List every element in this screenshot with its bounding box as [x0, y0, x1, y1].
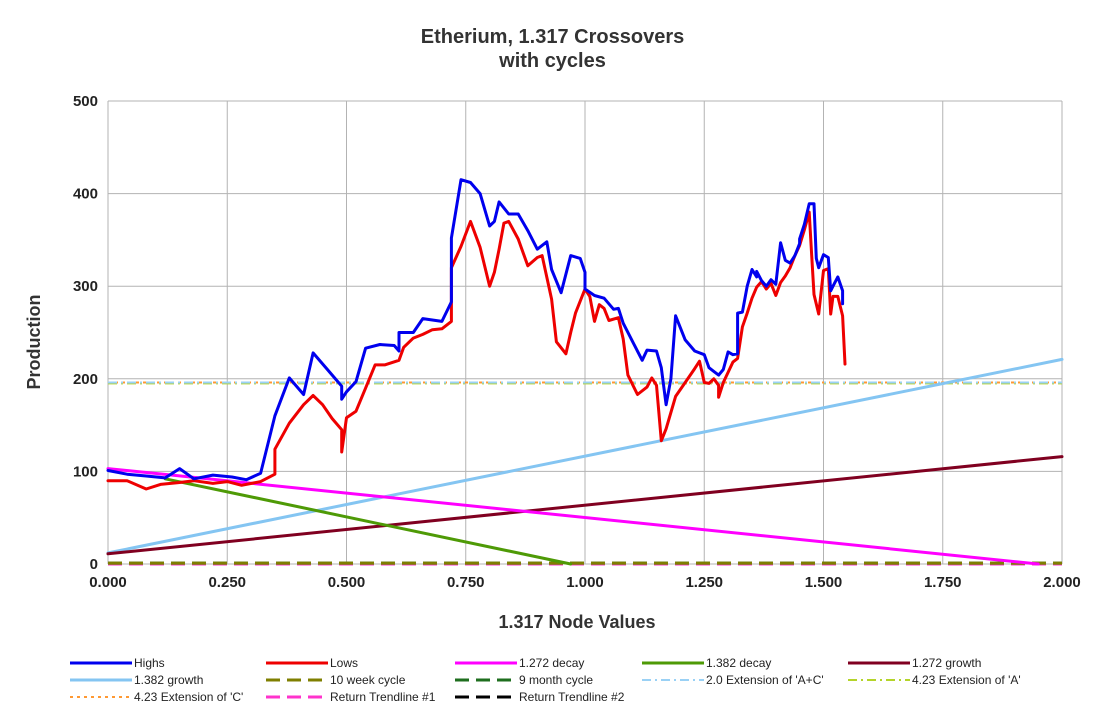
y-tick-label: 0: [90, 556, 98, 573]
legend-label: Return Trendline #1: [330, 690, 436, 704]
x-tick-label: 0.250: [208, 574, 246, 591]
axis-ticks: 0.000 0.250 0.500 0.750 1.000 1.250 1.500 1.750…: [73, 93, 1081, 591]
plot-grid: [107, 100, 1063, 565]
series-line-highs: [106, 178, 845, 482]
x-tick-label: 0.000: [89, 574, 127, 591]
series-line-lows: [106, 210, 847, 491]
y-tick-label: 100: [73, 463, 98, 480]
x-tick-label: 0.750: [447, 574, 485, 591]
x-tick-label: 1.750: [924, 574, 962, 591]
y-axis-title: Production: [24, 295, 44, 390]
y-tick-label: 400: [73, 186, 98, 203]
legend-label: 1.272 growth: [912, 656, 981, 670]
legend-label: 4.23 Extension of 'A': [912, 673, 1021, 687]
y-tick-label: 500: [73, 93, 98, 110]
legend-label: 1.382 growth: [134, 673, 203, 687]
legend-label: 1.382 decay: [706, 656, 771, 670]
x-tick-label: 1.500: [805, 574, 843, 591]
x-tick-label: 1.250: [685, 574, 723, 591]
x-tick-label: 1.000: [566, 574, 604, 591]
legend: Highs Lows 1.272 decay 1.382 decay 1.272 gro…: [70, 656, 1021, 704]
chart-title-line2: with cycles: [499, 50, 606, 72]
x-axis-title: 1.317 Node Values: [498, 612, 655, 632]
legend-label: Lows: [330, 656, 358, 670]
series-line-1-272-growth: [106, 455, 1064, 556]
series-layer: [106, 178, 1064, 566]
y-tick-label: 300: [73, 278, 98, 295]
legend-label: 2.0 Extension of 'A+C': [706, 673, 824, 687]
x-tick-label: 2.000: [1043, 574, 1081, 591]
legend-label: 4.23 Extension of 'C': [134, 690, 243, 704]
series-line-1-382-growth: [106, 357, 1064, 555]
chart-title-line1: Etherium, 1.317 Crossovers: [420, 26, 685, 48]
legend-label: Highs: [134, 656, 165, 670]
series-line-1-382-decay: [163, 477, 573, 566]
y-tick-label: 200: [73, 371, 98, 388]
legend-label: 1.272 decay: [519, 656, 584, 670]
x-tick-label: 0.500: [328, 574, 366, 591]
legend-label: 9 month cycle: [519, 673, 593, 687]
legend-label: Return Trendline #2: [519, 690, 625, 704]
series-line-1-272-decay: [106, 467, 1040, 566]
legend-label: 10 week cycle: [330, 673, 406, 687]
